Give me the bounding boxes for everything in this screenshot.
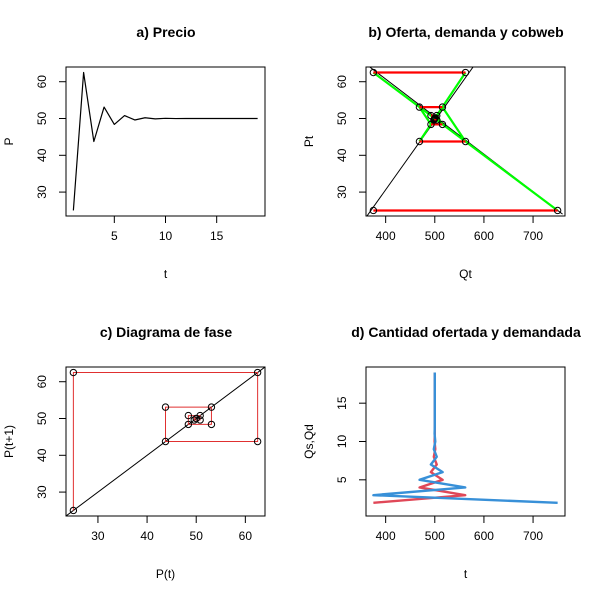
y-tick-label: 50: [35, 412, 49, 426]
panel-1: a) Precio t P 5 10 15 30 40 50 60: [2, 24, 266, 281]
phase-point: [253, 437, 262, 446]
y-tick-label: 5: [335, 476, 349, 483]
plot-frame: [365, 66, 566, 217]
phase-point: [161, 403, 170, 411]
plot-area: [66, 367, 265, 516]
x-tick-label: 500: [425, 529, 445, 543]
panel-3: c) Diagrama de fase P(t) P(t+1) 30 40 50 60 30 4…: [2, 324, 266, 581]
cobweb-point: [369, 68, 378, 77]
x-tick-label: 30: [91, 529, 105, 543]
phase-point: [161, 437, 170, 446]
x-tick-label: 10: [159, 229, 173, 243]
x-tick-label: 500: [425, 229, 445, 243]
phase-point: [253, 368, 262, 377]
cobweb-green-segment: [441, 106, 467, 143]
y-tick-label: 60: [35, 75, 49, 89]
y-tick-label: 40: [335, 148, 349, 162]
y-tick-label: 50: [335, 112, 349, 126]
x-tick-label: 600: [474, 529, 494, 543]
x-axis-label: P(t): [156, 567, 175, 581]
plot-frame: [65, 366, 266, 517]
x-tick-label: 15: [210, 229, 224, 243]
phase-point: [184, 420, 193, 429]
phase-point: [190, 416, 198, 424]
chart-title: c) Diagrama de fase: [100, 324, 232, 340]
phase-point: [207, 403, 216, 411]
chart-title: d) Cantidad ofertada y demandada: [351, 324, 581, 340]
phase-point: [192, 414, 200, 423]
x-axis-label: t: [164, 267, 168, 281]
x-tick-label: 50: [190, 529, 204, 543]
y-tick-label: 30: [35, 185, 49, 199]
y-tick-label: 15: [335, 396, 349, 410]
x-tick-label: 700: [523, 229, 543, 243]
x-tick-label: 400: [376, 229, 396, 243]
x-axis-label: Qt: [459, 267, 472, 281]
phase-point: [196, 416, 204, 424]
y-tick-label: 50: [35, 112, 49, 126]
y-tick-label: 60: [35, 375, 49, 389]
series-qd: [372, 372, 558, 505]
y-tick-label: 30: [35, 485, 49, 499]
cobweb-point: [415, 103, 424, 111]
y-tick-label: 40: [35, 148, 49, 162]
y-axis-label: Pt: [302, 135, 316, 147]
y-axis-label: Qs,Qd: [302, 424, 316, 459]
x-tick-label: 60: [239, 529, 253, 543]
phase-point: [69, 506, 78, 515]
y-axis-label: P(t+1): [2, 425, 16, 458]
cobweb-point: [438, 120, 447, 129]
phase-path: [72, 372, 259, 511]
cobweb-point: [431, 114, 439, 122]
y-tick-label: 40: [35, 448, 49, 462]
plot-frame: [365, 366, 566, 517]
y-tick-label: 30: [335, 185, 349, 199]
series-qs: [373, 372, 467, 505]
y-tick-label: 10: [335, 435, 349, 449]
x-tick-label: 600: [474, 229, 494, 243]
y-tick-label: 60: [335, 75, 349, 89]
plot-frame: [65, 66, 266, 217]
plot-area: [366, 67, 563, 216]
plot-area: [372, 372, 558, 505]
cobweb-point: [415, 137, 424, 146]
phase-point: [207, 420, 216, 429]
oferta-line: [366, 67, 474, 216]
chart-title: b) Oferta, demanda y cobweb: [368, 24, 563, 40]
phase-point: [184, 411, 193, 420]
cobweb-point: [369, 206, 378, 215]
cobweb-point: [430, 115, 438, 123]
price-line: [72, 71, 258, 211]
x-tick-label: 5: [111, 229, 118, 243]
x-axis-label: t: [464, 567, 468, 581]
x-tick-label: 700: [523, 529, 543, 543]
cobweb-green-segment: [418, 71, 467, 143]
cobweb-point: [461, 68, 470, 77]
cobweb-point: [438, 103, 447, 111]
phase-point: [69, 368, 78, 377]
cobweb-point: [461, 137, 470, 146]
panel-4: d) Cantidad ofertada y demandada t Qs,Qd 40…: [302, 324, 581, 581]
chart-title: a) Precio: [136, 24, 195, 40]
x-tick-label: 400: [376, 529, 396, 543]
panel-2: b) Oferta, demanda y cobweb Qt Pt 400 500 600…: [302, 24, 566, 281]
y-axis-label: P: [2, 137, 16, 145]
cobweb-point: [553, 206, 562, 215]
plot-area: [72, 71, 258, 211]
x-tick-label: 40: [140, 529, 154, 543]
